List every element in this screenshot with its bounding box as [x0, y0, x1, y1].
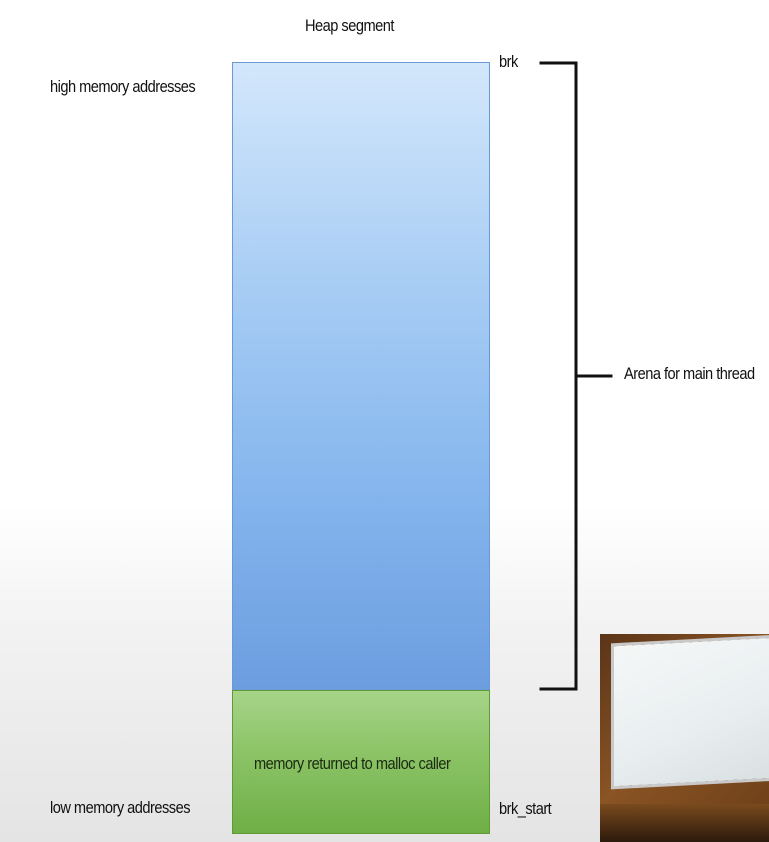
video-floor [600, 804, 769, 842]
malloc-returned-region [232, 690, 490, 834]
brk-label: brk [499, 52, 518, 71]
arena-label: Arena for main thread [624, 364, 755, 383]
heap-free-region [232, 62, 490, 690]
diagram-title: Heap segment [305, 16, 394, 35]
low-memory-addresses-label: low memory addresses [50, 798, 191, 817]
projector-screen [614, 637, 769, 787]
high-memory-addresses-label: high memory addresses [50, 77, 196, 96]
malloc-returned-label: memory returned to malloc caller [254, 754, 451, 773]
speaker-video-thumbnail [600, 634, 769, 842]
brk-start-label: brk_start [499, 799, 552, 818]
